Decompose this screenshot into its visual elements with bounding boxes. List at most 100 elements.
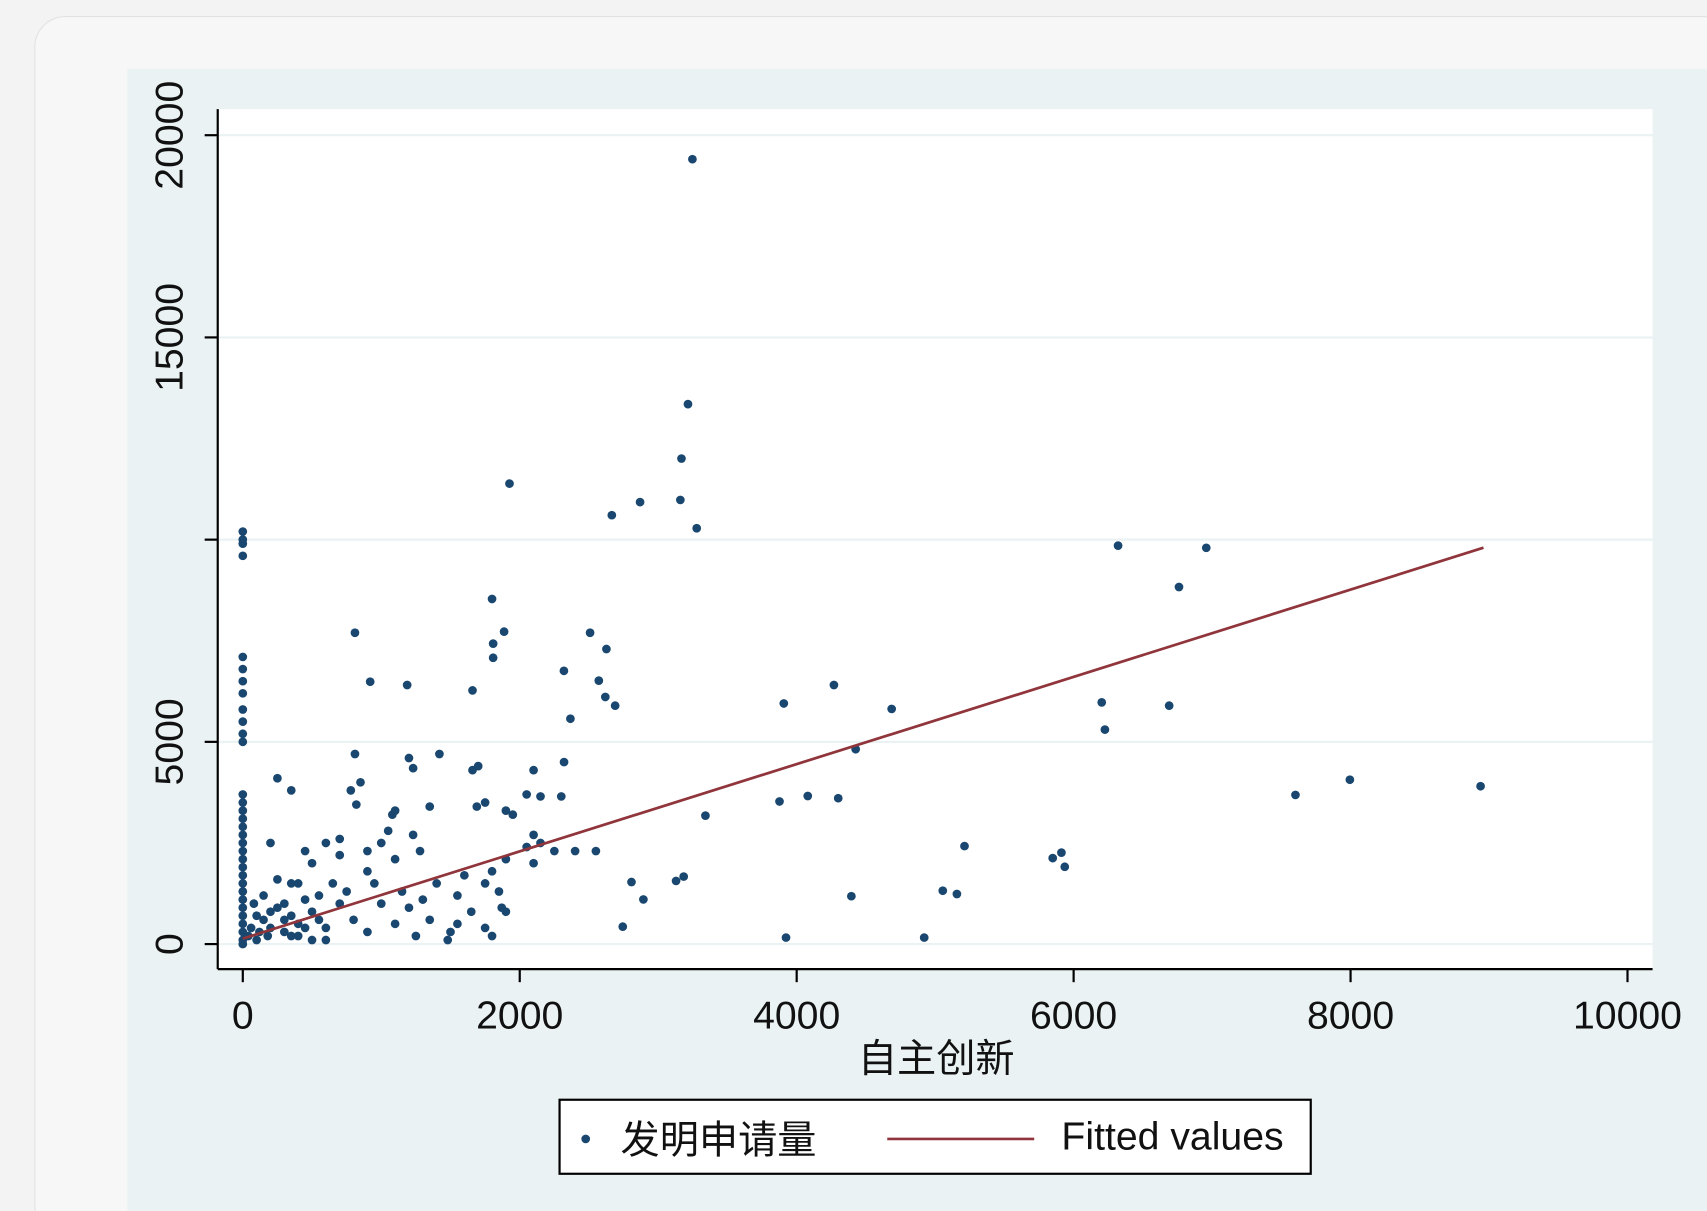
point [369, 879, 379, 888]
point [238, 887, 248, 896]
point [488, 639, 498, 648]
point [418, 895, 428, 904]
point [273, 773, 282, 783]
legend-label: Fitted values [1061, 1115, 1283, 1158]
point [307, 907, 317, 917]
point [600, 692, 610, 702]
point [402, 680, 412, 690]
fitted-line [242, 546, 1484, 940]
point [775, 797, 784, 806]
point [480, 879, 490, 888]
point [238, 870, 248, 880]
point [365, 677, 375, 687]
point [522, 790, 532, 799]
point [960, 841, 969, 851]
point [1291, 790, 1300, 800]
point [446, 927, 455, 937]
point [376, 838, 386, 848]
point [473, 761, 483, 771]
point [1345, 775, 1355, 785]
point [1201, 543, 1211, 553]
point [259, 891, 268, 900]
point [286, 786, 296, 795]
point [472, 802, 482, 811]
point [238, 527, 248, 536]
point [639, 895, 648, 904]
point [529, 765, 538, 775]
point [349, 915, 358, 925]
point [803, 791, 813, 801]
point [266, 838, 275, 848]
point [321, 923, 331, 933]
point [692, 523, 702, 533]
point [307, 935, 317, 945]
point [279, 915, 289, 925]
point [701, 811, 710, 820]
point [266, 907, 275, 917]
point [1164, 701, 1174, 711]
point [529, 858, 538, 868]
x-tick-label: 6000 [1030, 994, 1117, 1037]
point [466, 907, 476, 917]
point [480, 798, 490, 807]
x-tick-label: 2000 [476, 994, 563, 1037]
point [249, 899, 259, 908]
point [497, 903, 507, 913]
point [501, 806, 511, 815]
point [350, 749, 360, 759]
point [487, 866, 497, 876]
point [273, 875, 282, 884]
point [1476, 781, 1485, 791]
point [238, 688, 248, 698]
legend-label: 发明申请量 [621, 1120, 817, 1163]
point [246, 923, 256, 933]
point [238, 705, 248, 714]
point [610, 701, 620, 711]
point [952, 889, 962, 899]
point [286, 931, 296, 941]
point [459, 870, 469, 880]
point [238, 862, 248, 872]
point [390, 854, 400, 864]
x-axis-label: 自主创新 [858, 1038, 1015, 1081]
y-tick-label: 15000 [148, 283, 191, 392]
point [602, 644, 611, 654]
marks [238, 154, 1485, 949]
x-tick-label: 4000 [753, 994, 840, 1037]
point [559, 666, 569, 676]
point [676, 495, 685, 505]
point [919, 933, 929, 942]
point [390, 919, 400, 929]
point [570, 846, 580, 856]
point [627, 877, 636, 887]
point [494, 887, 504, 896]
point [833, 793, 843, 803]
point [238, 717, 248, 726]
point [435, 749, 444, 759]
point [408, 830, 418, 840]
point [488, 653, 498, 663]
point [499, 627, 509, 637]
x-tick-label: 10000 [1573, 994, 1682, 1037]
point [321, 838, 331, 848]
y-tick-label: 20000 [148, 81, 191, 190]
point [505, 479, 514, 488]
point [453, 919, 462, 929]
point [566, 714, 575, 724]
legend-entries: 发明申请量 Fitted values [581, 1115, 1284, 1163]
point [1100, 725, 1110, 734]
point [238, 911, 248, 921]
point [335, 850, 345, 860]
point [238, 664, 248, 674]
legend-marker [581, 1134, 591, 1144]
point [314, 915, 324, 925]
point [363, 927, 372, 937]
point [238, 830, 248, 840]
point [781, 933, 791, 942]
x-tick-label: 8000 [1307, 994, 1394, 1037]
point [677, 454, 686, 463]
point [286, 911, 296, 921]
point [635, 497, 645, 507]
point [293, 879, 303, 888]
